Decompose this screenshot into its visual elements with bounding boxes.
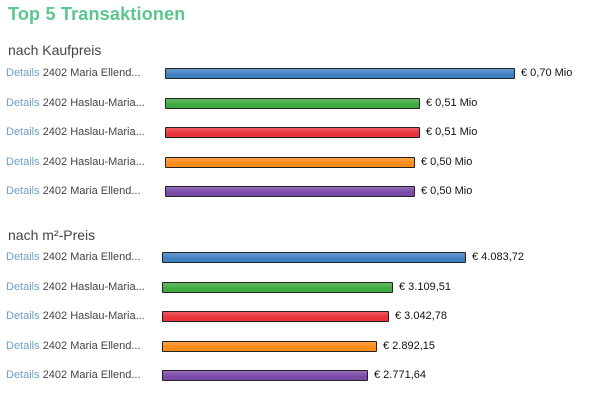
row-label: Details 2402 Maria Ellend... (6, 339, 141, 353)
bar (165, 186, 415, 197)
bar (165, 127, 420, 138)
row-label: Details 2402 Haslau-Maria... (6, 96, 145, 110)
table-row: Details 2402 Maria Ellend... € 0,70 Mio (0, 66, 595, 88)
property-name: 2402 Maria Ellend... (42, 185, 141, 197)
details-link[interactable]: Details (6, 310, 40, 322)
bar (165, 97, 420, 109)
table-row: Details 2402 Haslau-Maria... € 0,51 Mio (0, 125, 595, 147)
table-row: Details 2402 Maria Ellend... € 0,50 Mio (0, 184, 595, 206)
row-label: Details 2402 Haslau-Maria... (6, 155, 145, 169)
property-name: 2402 Haslau-Maria... (42, 155, 145, 168)
bar (162, 311, 389, 322)
row-label: Details 2402 Haslau-Maria... (6, 125, 145, 139)
row-label: Details 2402 Maria Ellend... (6, 66, 141, 80)
property-name: 2402 Haslau-Maria... (42, 126, 145, 138)
property-name: 2402 Maria Ellend... (42, 251, 141, 263)
details-link[interactable]: Details (6, 251, 40, 263)
details-link[interactable]: Details (6, 185, 40, 197)
property-name: 2402 Maria Ellend... (42, 67, 141, 79)
section-title-kaufpreis: nach Kaufpreis (8, 42, 102, 58)
bar-value-label: € 4.083,72 (472, 251, 524, 263)
row-label: Details 2402 Maria Ellend... (6, 184, 141, 198)
property-name: 2402 Maria Ellend... (42, 369, 141, 381)
bar-value-label: € 0,51 Mio (426, 96, 478, 109)
bar (162, 370, 368, 381)
bar-value-label: € 0,50 Mio (421, 185, 473, 197)
property-name: 2402 Maria Ellend... (42, 339, 141, 352)
bar (165, 156, 415, 168)
details-link[interactable]: Details (6, 339, 40, 352)
table-row: Details 2402 Haslau-Maria... € 0,50 Mio (0, 155, 595, 177)
row-label: Details 2402 Maria Ellend... (6, 250, 141, 264)
details-link[interactable]: Details (6, 96, 40, 109)
bar-value-label: € 0,70 Mio (521, 67, 573, 79)
page-title: Top 5 Transaktionen (8, 4, 186, 24)
table-row: Details 2402 Haslau-Maria... € 3.042,78 (0, 309, 595, 331)
table-row: Details 2402 Haslau-Maria... € 0,51 Mio (0, 96, 595, 118)
bar-value-label: € 0,50 Mio (421, 155, 473, 168)
table-row: Details 2402 Maria Ellend... € 2.771,64 (0, 368, 595, 390)
details-link[interactable]: Details (6, 155, 40, 168)
details-link[interactable]: Details (6, 126, 40, 138)
property-name: 2402 Haslau-Maria... (42, 280, 145, 293)
section-title-m2-preis: nach m²-Preis (8, 227, 96, 243)
table-row: Details 2402 Haslau-Maria... € 3.109,51 (0, 280, 595, 302)
bar (162, 252, 466, 263)
row-label: Details 2402 Haslau-Maria... (6, 309, 145, 323)
details-link[interactable]: Details (6, 67, 40, 79)
bar-value-label: € 3.109,51 (399, 280, 451, 293)
bar-value-label: € 3.042,78 (395, 310, 447, 322)
bar (165, 68, 515, 79)
bar-value-label: € 2.771,64 (374, 369, 426, 381)
property-name: 2402 Haslau-Maria... (42, 96, 145, 109)
bar-value-label: € 2.892,15 (383, 339, 435, 352)
row-label: Details 2402 Maria Ellend... (6, 368, 141, 382)
table-row: Details 2402 Maria Ellend... € 4.083,72 (0, 250, 595, 272)
bar-value-label: € 0,51 Mio (426, 126, 478, 138)
details-link[interactable]: Details (6, 280, 40, 293)
details-link[interactable]: Details (6, 369, 40, 381)
bar (162, 340, 377, 352)
row-label: Details 2402 Haslau-Maria... (6, 280, 145, 294)
table-row: Details 2402 Maria Ellend... € 2.892,15 (0, 339, 595, 361)
property-name: 2402 Haslau-Maria... (42, 310, 145, 322)
bar (162, 281, 393, 293)
